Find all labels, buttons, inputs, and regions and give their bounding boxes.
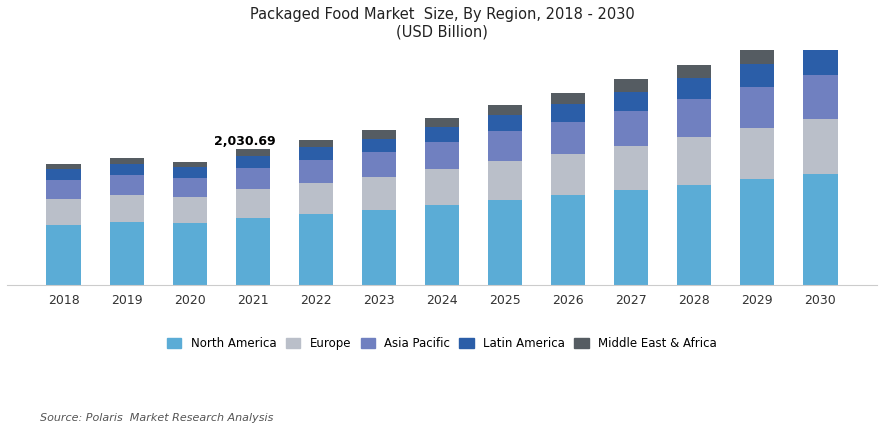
Bar <box>362 130 396 139</box>
Bar <box>362 139 396 152</box>
Bar <box>235 149 271 156</box>
Bar <box>424 117 460 127</box>
Bar <box>677 184 712 285</box>
Bar <box>235 168 271 189</box>
Bar <box>488 115 522 131</box>
Bar <box>424 169 460 205</box>
Bar <box>488 105 522 115</box>
Bar <box>677 78 712 99</box>
Bar <box>47 198 81 225</box>
Bar <box>803 33 837 50</box>
Bar <box>740 179 774 285</box>
Bar <box>803 174 837 285</box>
Title: Packaged Food Market  Size, By Region, 2018 - 2030
(USD Billion): Packaged Food Market Size, By Region, 20… <box>249 7 635 40</box>
Bar <box>613 111 649 146</box>
Bar <box>488 131 522 161</box>
Bar <box>110 158 144 164</box>
Bar <box>110 164 144 175</box>
Bar <box>110 175 144 195</box>
Bar <box>677 65 712 78</box>
Bar <box>172 197 207 224</box>
Bar <box>740 87 774 128</box>
Legend: North America, Europe, Asia Pacific, Latin America, Middle East & Africa: North America, Europe, Asia Pacific, Lat… <box>163 332 721 354</box>
Bar <box>235 189 271 218</box>
Bar <box>613 79 649 91</box>
Bar <box>424 142 460 169</box>
Bar <box>551 122 585 154</box>
Bar <box>424 205 460 285</box>
Bar <box>47 170 81 180</box>
Bar <box>424 127 460 142</box>
Bar <box>172 224 207 285</box>
Bar <box>740 64 774 87</box>
Bar <box>551 154 585 195</box>
Bar <box>803 75 837 119</box>
Bar <box>299 139 333 147</box>
Bar <box>613 91 649 111</box>
Bar <box>47 180 81 198</box>
Bar <box>172 162 207 167</box>
Text: Source: Polaris  Market Research Analysis: Source: Polaris Market Research Analysis <box>40 413 273 423</box>
Bar <box>235 218 271 285</box>
Bar <box>172 167 207 178</box>
Bar <box>803 119 837 174</box>
Bar <box>803 50 837 75</box>
Bar <box>362 152 396 177</box>
Bar <box>740 128 774 179</box>
Bar <box>551 93 585 104</box>
Bar <box>740 49 774 64</box>
Bar <box>677 137 712 184</box>
Bar <box>362 177 396 210</box>
Bar <box>110 222 144 285</box>
Bar <box>235 156 271 168</box>
Bar <box>47 164 81 170</box>
Bar <box>299 183 333 214</box>
Bar <box>551 195 585 285</box>
Bar <box>47 225 81 285</box>
Text: 2,030.69: 2,030.69 <box>214 135 276 148</box>
Bar <box>613 190 649 285</box>
Bar <box>110 195 144 222</box>
Bar <box>299 214 333 285</box>
Bar <box>677 99 712 137</box>
Bar <box>551 104 585 122</box>
Bar <box>299 147 333 160</box>
Bar <box>299 160 333 183</box>
Bar <box>362 210 396 285</box>
Bar <box>488 200 522 285</box>
Bar <box>172 178 207 197</box>
Bar <box>613 146 649 190</box>
Bar <box>488 161 522 200</box>
